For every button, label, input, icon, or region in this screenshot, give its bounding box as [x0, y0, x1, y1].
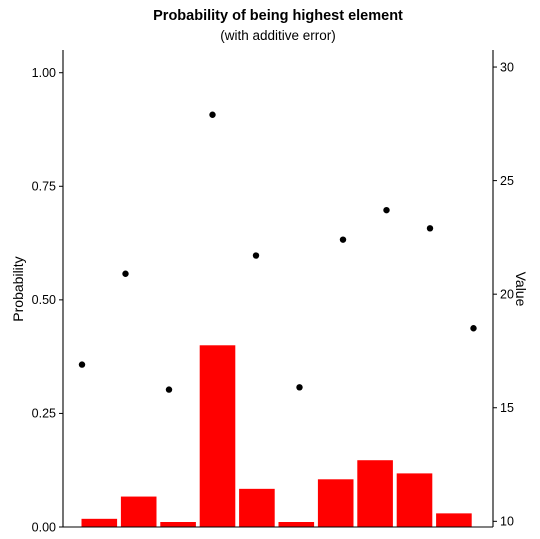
point-6 [296, 384, 303, 391]
point-7 [339, 236, 347, 243]
bar-4 [199, 345, 236, 527]
point-9 [426, 225, 434, 232]
y-tick-label-left-3: 0.75 [32, 180, 56, 194]
point-1 [78, 361, 86, 368]
bar-8 [357, 460, 393, 527]
bar-9 [396, 473, 433, 527]
point-2 [122, 270, 129, 277]
y-tick-label-right-4: 30 [500, 60, 514, 74]
bar-3 [160, 522, 196, 527]
bar-2 [120, 496, 157, 527]
y-tick-label-right-0: 10 [500, 515, 514, 529]
point-4 [209, 111, 216, 118]
y-axis-title-right: Value [513, 272, 529, 307]
y-tick-label-right-2: 20 [500, 287, 514, 301]
chart-title: Probability of being highest element [153, 8, 403, 24]
plot-area: 0.00 0.25 0.50 0.75 1.00 10 15 20 25 30 [32, 50, 514, 534]
y-tick-label-right-1: 15 [500, 401, 514, 415]
chart-subtitle: (with additive error) [220, 28, 336, 43]
y-tick-label-left-4: 1.00 [32, 66, 56, 80]
bar-5 [239, 488, 275, 527]
bar-1 [81, 518, 118, 527]
y-tick-label-right-3: 25 [500, 174, 514, 188]
point-3 [165, 386, 173, 393]
bar-10 [436, 513, 472, 527]
bar-7 [317, 479, 354, 527]
point-10 [470, 325, 477, 332]
point-8 [383, 206, 390, 214]
y-tick-label-left-2: 0.50 [32, 293, 56, 307]
bar-6 [278, 522, 315, 527]
y-axis-title-left: Probability [10, 256, 26, 321]
y-tick-label-left-0: 0.00 [32, 520, 56, 534]
y-tick-label-left-1: 0.25 [32, 407, 56, 421]
point-5 [252, 252, 260, 259]
